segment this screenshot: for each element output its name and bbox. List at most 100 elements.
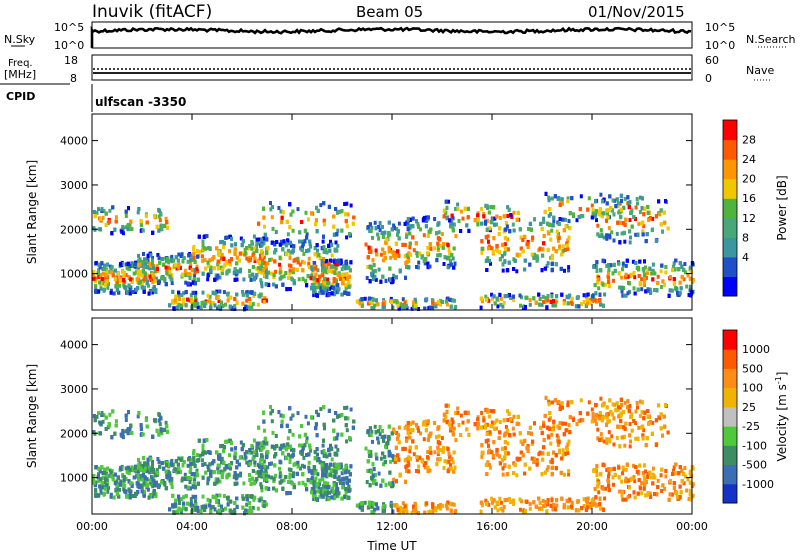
heatmap-cell: [298, 262, 302, 267]
heatmap-cell: [612, 278, 615, 283]
heatmap-cell: [565, 243, 569, 248]
heatmap-cell: [519, 246, 523, 251]
heatmap-cell: [463, 206, 467, 211]
heatmap-cell: [317, 253, 321, 257]
heatmap-cell: [278, 276, 282, 281]
heatmap-cell: [628, 281, 631, 286]
heatmap-cell: [262, 255, 266, 260]
heatmap-cell: [492, 236, 496, 241]
heatmap-cell: [634, 205, 638, 210]
heatmap-cell: [292, 281, 296, 286]
heatmap-cell: [598, 298, 602, 303]
heatmap-cell: [329, 264, 333, 269]
heatmap-cell: [641, 229, 645, 234]
heatmap-cell: [187, 272, 191, 276]
heatmap-cell: [248, 244, 252, 248]
heatmap-cell: [544, 191, 548, 196]
heatmap-cell: [168, 274, 172, 279]
heatmap-cell: [642, 212, 646, 217]
heatmap-cell: [355, 299, 359, 304]
heatmap-cell: [257, 269, 261, 274]
heatmap-cell: [245, 256, 249, 261]
heatmap-cell: [124, 273, 128, 277]
heatmap-cell: [219, 265, 223, 270]
station-title: Inuvik (fitACF): [92, 2, 212, 22]
heatmap-cell: [439, 244, 442, 248]
heatmap-cell: [605, 264, 609, 268]
heatmap-cell: [670, 288, 674, 293]
heatmap-cell: [214, 273, 218, 278]
heatmap-cell: [260, 237, 264, 242]
heatmap-cell: [613, 268, 617, 273]
heatmap-cell: [113, 227, 117, 232]
heatmap-cell: [137, 273, 140, 278]
heatmap-cell: [644, 289, 648, 294]
heatmap-cell: [206, 273, 210, 278]
heatmap-cell: [531, 235, 535, 240]
heatmap-cell: [124, 262, 128, 267]
heatmap-cell: [608, 263, 612, 267]
heatmap-cell: [435, 231, 439, 236]
heatmap-cell: [340, 228, 344, 233]
heatmap-cell: [526, 245, 530, 249]
heatmap-cell: [335, 210, 339, 215]
heatmap-cell: [501, 242, 505, 247]
heatmap-cell: [439, 302, 443, 307]
heatmap-cell: [298, 239, 302, 244]
heatmap-cell: [164, 265, 168, 270]
heatmap-cell: [595, 268, 599, 273]
heatmap-cell: [367, 296, 371, 301]
heatmap-cell: [255, 266, 259, 271]
heatmap-cell: [501, 304, 505, 309]
heatmap-cell: [260, 284, 264, 289]
heatmap-cell: [380, 231, 384, 235]
heatmap-cell: [381, 274, 385, 279]
heatmap-cell: [289, 212, 293, 217]
heatmap-cell: [366, 265, 370, 269]
heatmap-cell: [642, 282, 646, 287]
nsky-tick-top: 10^5: [54, 21, 84, 34]
heatmap-cell: [629, 235, 632, 240]
nsearch-tick-bottom: 10^0: [705, 39, 735, 52]
heatmap-cell: [288, 256, 292, 260]
heatmap-cell: [345, 201, 349, 206]
heatmap-cell: [621, 261, 625, 266]
heatmap-cell: [687, 293, 691, 297]
heatmap-cell: [408, 217, 412, 222]
heatmap-cell: [198, 249, 202, 254]
heatmap-cell: [535, 258, 539, 263]
heatmap-cell: [489, 246, 493, 250]
heatmap-cell: [189, 262, 193, 267]
heatmap-cell: [325, 288, 329, 293]
heatmap-cell: [450, 219, 454, 224]
heatmap-cell: [366, 301, 370, 306]
heatmap-cell: [541, 294, 545, 299]
heatmap-cell: [542, 219, 546, 224]
heatmap-cell: [452, 265, 456, 270]
heatmap-cell: [637, 274, 641, 278]
heatmap-cell: [339, 261, 343, 266]
heatmap-cell: [369, 265, 373, 270]
heatmap-cell: [314, 285, 318, 290]
heatmap-cell: [140, 285, 144, 290]
heatmap-cell: [557, 196, 561, 201]
heatmap-cell: [452, 222, 456, 227]
heatmap-cell: [651, 216, 655, 221]
heatmap-cell: [688, 284, 692, 289]
heatmap-cell: [125, 266, 129, 271]
heatmap-cell: [415, 251, 419, 256]
heatmap-cell: [546, 298, 550, 303]
heatmap-cell: [547, 195, 551, 200]
heatmap-cell: [203, 258, 207, 262]
heatmap-cell: [115, 279, 119, 284]
heatmap-cell: [377, 225, 381, 229]
heatmap-cell: [332, 279, 336, 284]
heatmap-cell: [535, 256, 539, 261]
heatmap-cell: [332, 224, 336, 229]
heatmap-cell: [189, 253, 193, 258]
heatmap-cell: [403, 254, 407, 259]
heatmap-cell: [318, 290, 322, 295]
heatmap-cell: [333, 268, 337, 273]
heatmap-cell: [516, 210, 520, 215]
